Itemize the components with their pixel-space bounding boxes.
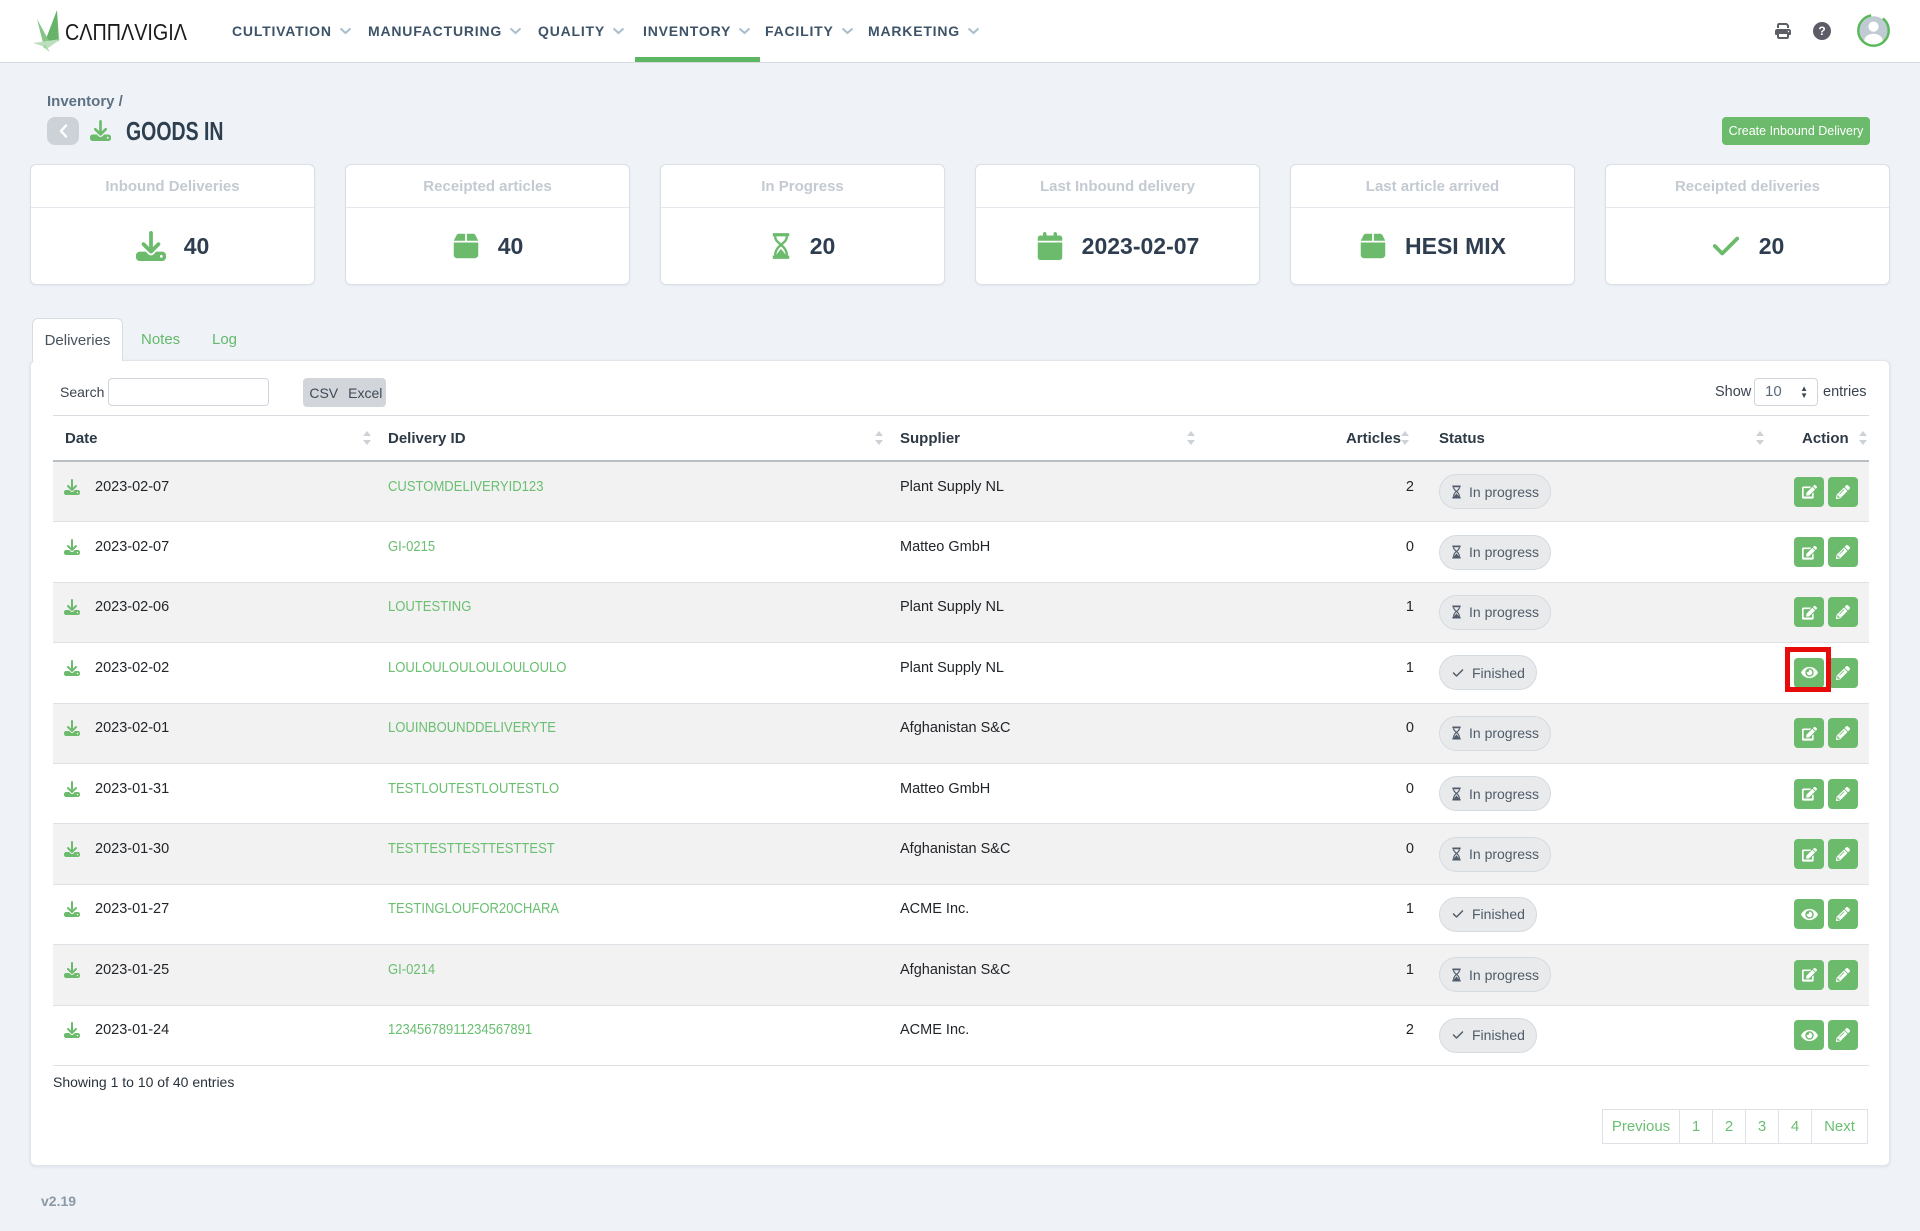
svg-text:CΛΠΠΛVIGIΛ: CΛΠΠΛVIGIΛ — [65, 21, 188, 45]
